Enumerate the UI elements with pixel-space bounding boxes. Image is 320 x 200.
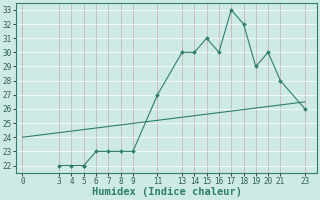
X-axis label: Humidex (Indice chaleur): Humidex (Indice chaleur) (92, 187, 242, 197)
